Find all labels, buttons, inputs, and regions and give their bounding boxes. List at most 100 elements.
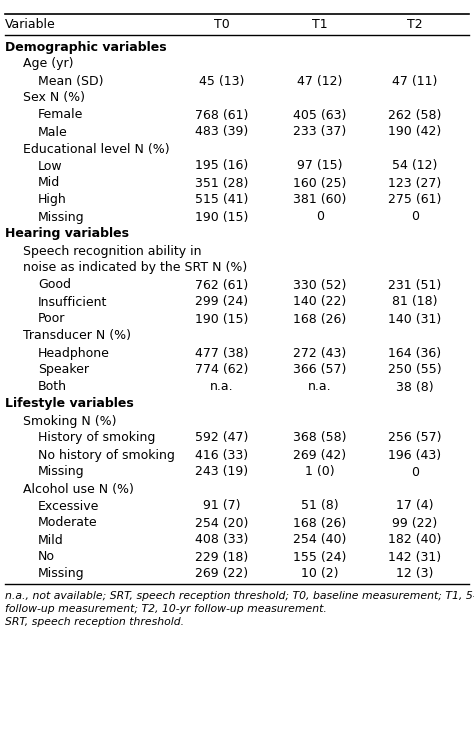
Text: SRT, speech reception threshold.: SRT, speech reception threshold. xyxy=(5,617,184,627)
Text: 123 (27): 123 (27) xyxy=(388,176,442,190)
Text: Sex N (%): Sex N (%) xyxy=(23,91,85,105)
Text: No history of smoking: No history of smoking xyxy=(38,448,175,462)
Text: 515 (41): 515 (41) xyxy=(195,193,249,206)
Text: T2: T2 xyxy=(407,17,423,31)
Text: Age (yr): Age (yr) xyxy=(23,58,73,70)
Text: History of smoking: History of smoking xyxy=(38,432,155,444)
Text: 51 (8): 51 (8) xyxy=(301,500,339,512)
Text: 0: 0 xyxy=(411,465,419,479)
Text: Poor: Poor xyxy=(38,312,65,326)
Text: 416 (33): 416 (33) xyxy=(195,448,248,462)
Text: 250 (55): 250 (55) xyxy=(388,364,442,376)
Text: n.a., not available; SRT, speech reception threshold; T0, baseline measurement; : n.a., not available; SRT, speech recepti… xyxy=(5,591,474,601)
Text: Female: Female xyxy=(38,108,83,122)
Text: 91 (7): 91 (7) xyxy=(203,500,241,512)
Text: n.a.: n.a. xyxy=(210,380,234,394)
Text: 477 (38): 477 (38) xyxy=(195,347,249,359)
Text: 81 (18): 81 (18) xyxy=(392,296,438,309)
Text: Missing: Missing xyxy=(38,465,85,479)
Text: 262 (58): 262 (58) xyxy=(388,108,442,122)
Text: 254 (40): 254 (40) xyxy=(293,533,346,547)
Text: 231 (51): 231 (51) xyxy=(388,279,442,291)
Text: Transducer N (%): Transducer N (%) xyxy=(23,329,131,343)
Text: 160 (25): 160 (25) xyxy=(293,176,346,190)
Text: 140 (31): 140 (31) xyxy=(388,312,442,326)
Text: 168 (26): 168 (26) xyxy=(293,312,346,326)
Text: 0: 0 xyxy=(316,211,324,223)
Text: 774 (62): 774 (62) xyxy=(195,364,249,376)
Text: T0: T0 xyxy=(214,17,230,31)
Text: 299 (24): 299 (24) xyxy=(195,296,248,309)
Text: 256 (57): 256 (57) xyxy=(388,432,442,444)
Text: 768 (61): 768 (61) xyxy=(195,108,249,122)
Text: High: High xyxy=(38,193,67,206)
Text: 190 (15): 190 (15) xyxy=(195,211,249,223)
Text: No: No xyxy=(38,551,55,563)
Text: Speech recognition ability in: Speech recognition ability in xyxy=(23,244,201,258)
Text: Mean (SD): Mean (SD) xyxy=(38,75,103,87)
Text: 47 (12): 47 (12) xyxy=(297,75,343,87)
Text: Hearing variables: Hearing variables xyxy=(5,228,129,241)
Text: noise as indicated by the SRT N (%): noise as indicated by the SRT N (%) xyxy=(23,261,247,274)
Text: 269 (42): 269 (42) xyxy=(293,448,346,462)
Text: 45 (13): 45 (13) xyxy=(199,75,245,87)
Text: 47 (11): 47 (11) xyxy=(392,75,438,87)
Text: 97 (15): 97 (15) xyxy=(297,160,343,173)
Text: 592 (47): 592 (47) xyxy=(195,432,249,444)
Text: Headphone: Headphone xyxy=(38,347,110,359)
Text: 164 (36): 164 (36) xyxy=(388,347,442,359)
Text: Good: Good xyxy=(38,279,71,291)
Text: 405 (63): 405 (63) xyxy=(293,108,346,122)
Text: 0: 0 xyxy=(411,211,419,223)
Text: Moderate: Moderate xyxy=(38,516,98,530)
Text: Speaker: Speaker xyxy=(38,364,89,376)
Text: 190 (15): 190 (15) xyxy=(195,312,249,326)
Text: 168 (26): 168 (26) xyxy=(293,516,346,530)
Text: 229 (18): 229 (18) xyxy=(195,551,249,563)
Text: 182 (40): 182 (40) xyxy=(388,533,442,547)
Text: 10 (2): 10 (2) xyxy=(301,568,339,580)
Text: 38 (8): 38 (8) xyxy=(396,380,434,394)
Text: 190 (42): 190 (42) xyxy=(388,125,442,138)
Text: Missing: Missing xyxy=(38,568,85,580)
Text: 243 (19): 243 (19) xyxy=(195,465,248,479)
Text: Mild: Mild xyxy=(38,533,64,547)
Text: 142 (31): 142 (31) xyxy=(388,551,442,563)
Text: Insufficient: Insufficient xyxy=(38,296,108,309)
Text: Both: Both xyxy=(38,380,67,394)
Text: Male: Male xyxy=(38,125,68,138)
Text: 330 (52): 330 (52) xyxy=(293,279,346,291)
Text: 483 (39): 483 (39) xyxy=(195,125,249,138)
Text: 155 (24): 155 (24) xyxy=(293,551,346,563)
Text: Smoking N (%): Smoking N (%) xyxy=(23,415,117,427)
Text: Variable: Variable xyxy=(5,17,56,31)
Text: 351 (28): 351 (28) xyxy=(195,176,249,190)
Text: n.a.: n.a. xyxy=(308,380,332,394)
Text: T1: T1 xyxy=(312,17,328,31)
Text: 195 (16): 195 (16) xyxy=(195,160,249,173)
Text: follow-up measurement; T2, 10-yr follow-up measurement.: follow-up measurement; T2, 10-yr follow-… xyxy=(5,604,327,614)
Text: 17 (4): 17 (4) xyxy=(396,500,434,512)
Text: 408 (33): 408 (33) xyxy=(195,533,249,547)
Text: Alcohol use N (%): Alcohol use N (%) xyxy=(23,483,134,495)
Text: Demographic variables: Demographic variables xyxy=(5,40,167,54)
Text: 762 (61): 762 (61) xyxy=(195,279,249,291)
Text: Lifestyle variables: Lifestyle variables xyxy=(5,397,134,411)
Text: 12 (3): 12 (3) xyxy=(396,568,434,580)
Text: 233 (37): 233 (37) xyxy=(293,125,346,138)
Text: 275 (61): 275 (61) xyxy=(388,193,442,206)
Text: 272 (43): 272 (43) xyxy=(293,347,346,359)
Text: 381 (60): 381 (60) xyxy=(293,193,346,206)
Text: 368 (58): 368 (58) xyxy=(293,432,347,444)
Text: Excessive: Excessive xyxy=(38,500,100,512)
Text: Educational level N (%): Educational level N (%) xyxy=(23,143,170,155)
Text: 196 (43): 196 (43) xyxy=(388,448,442,462)
Text: 1 (0): 1 (0) xyxy=(305,465,335,479)
Text: 269 (22): 269 (22) xyxy=(195,568,248,580)
Text: Low: Low xyxy=(38,160,63,173)
Text: 366 (57): 366 (57) xyxy=(293,364,346,376)
Text: 54 (12): 54 (12) xyxy=(392,160,438,173)
Text: 140 (22): 140 (22) xyxy=(293,296,346,309)
Text: 254 (20): 254 (20) xyxy=(195,516,249,530)
Text: Missing: Missing xyxy=(38,211,85,223)
